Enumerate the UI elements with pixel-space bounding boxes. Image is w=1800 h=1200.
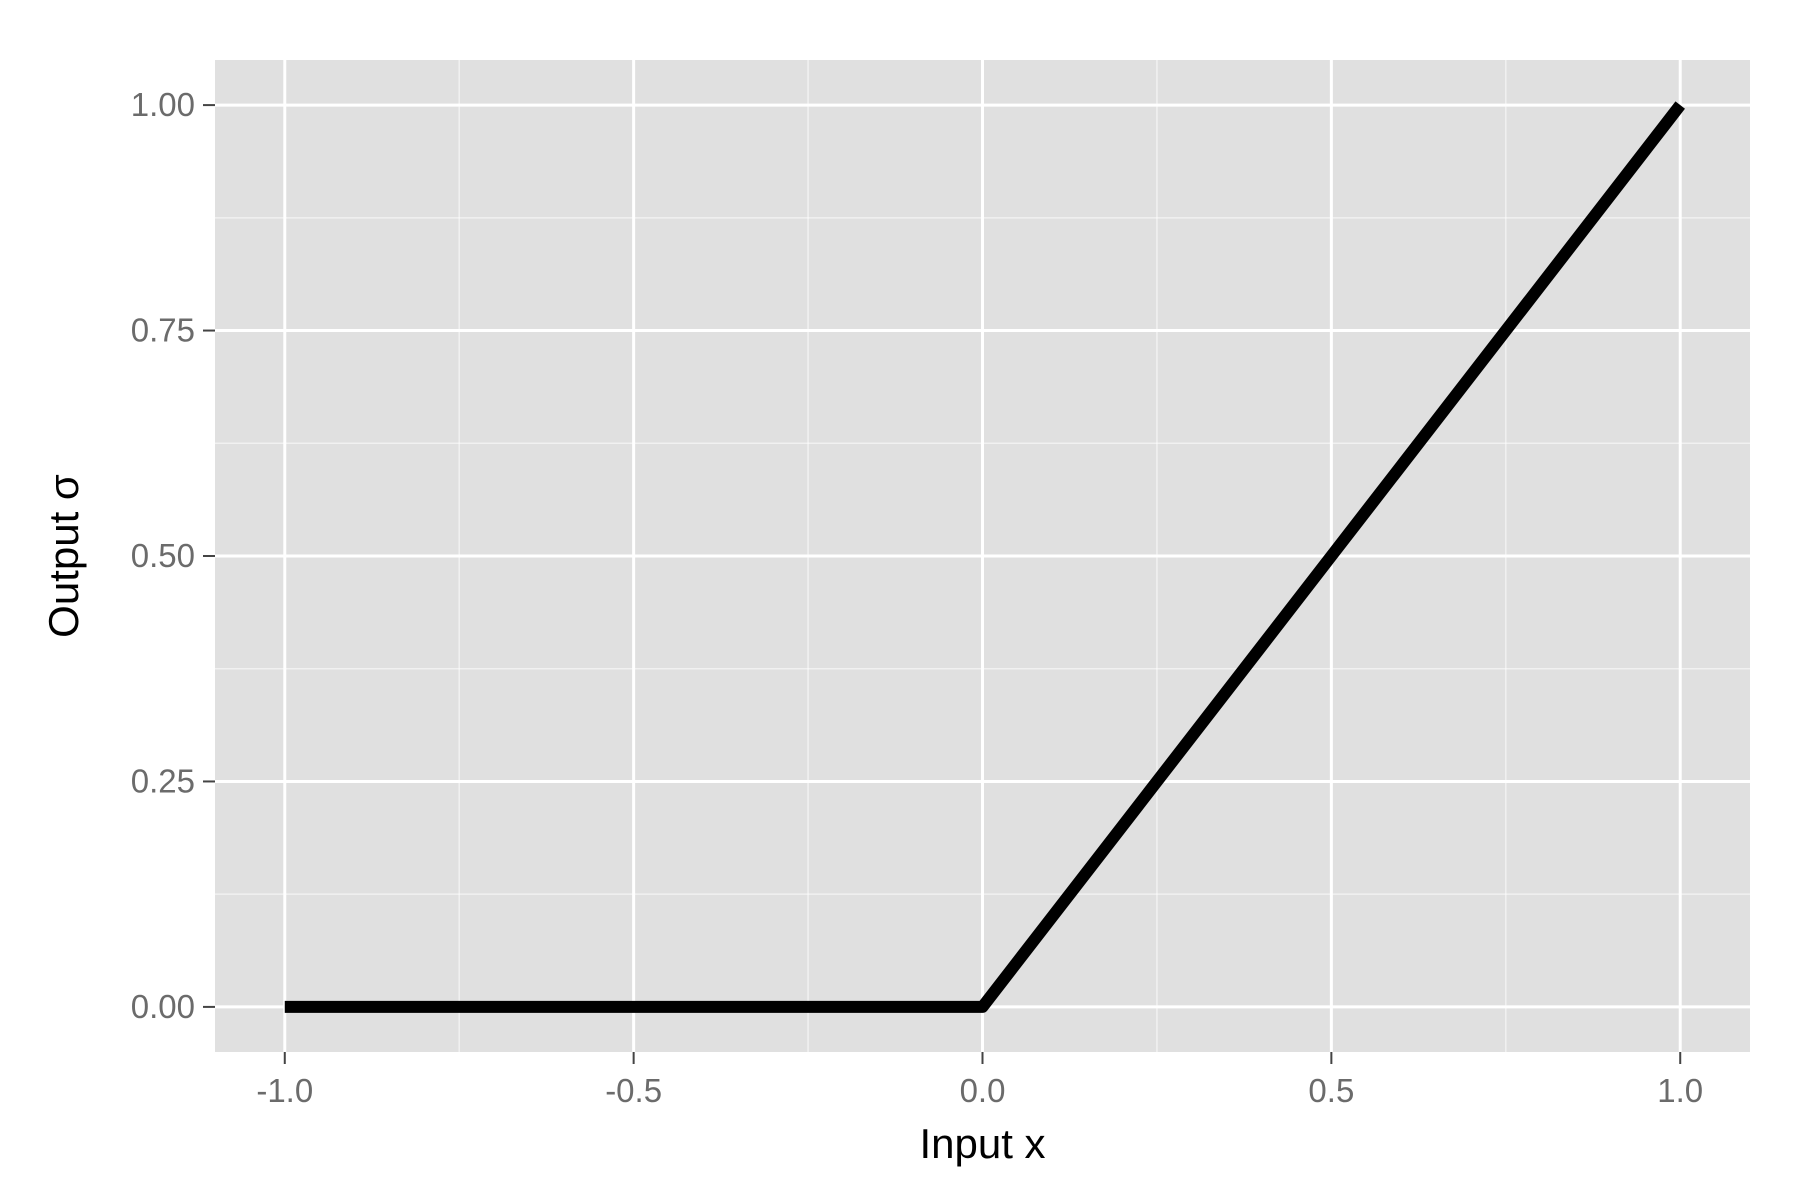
y-tick-label: 0.75 xyxy=(131,312,195,349)
x-axis: -1.0 -0.5 0.0 0.5 1.0 xyxy=(256,1052,1703,1109)
series-layer xyxy=(284,101,1685,1013)
y-tick-label: 0.25 xyxy=(131,762,195,799)
relu-series-line xyxy=(284,101,1685,1013)
x-axis-title: Input x xyxy=(919,1120,1045,1167)
x-tick-label: -1.0 xyxy=(256,1072,313,1109)
y-axis-title: Output σ xyxy=(40,474,87,638)
x-tick-label: 0.5 xyxy=(1308,1072,1354,1109)
x-tick-label: 0.0 xyxy=(960,1072,1006,1109)
y-tick-label: 1.00 xyxy=(131,86,195,123)
y-axis: 0.00 0.25 0.50 0.75 1.00 xyxy=(131,86,215,1025)
y-tick-label: 0.00 xyxy=(131,988,195,1025)
y-tick-label: 0.50 xyxy=(131,537,195,574)
x-tick-label: 1.0 xyxy=(1657,1072,1703,1109)
x-tick-label: -0.5 xyxy=(605,1072,662,1109)
